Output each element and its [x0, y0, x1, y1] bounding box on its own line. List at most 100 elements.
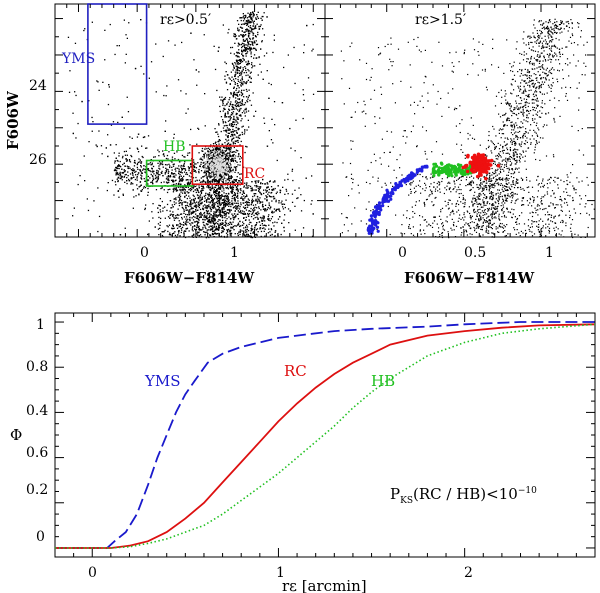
cmd-star-point [237, 185, 239, 187]
cmd-star-point [147, 183, 149, 185]
cmd-star-point [204, 163, 207, 165]
cmd-star-point [220, 213, 222, 216]
cmd-star-point [194, 228, 196, 230]
cmd-star-point [172, 206, 174, 208]
cmd-star-point [203, 231, 205, 233]
cmd-star-point [525, 106, 527, 109]
red-clump-core-point [210, 166, 213, 169]
cmd-star-point [159, 221, 161, 223]
cmd-star-point [219, 198, 221, 200]
cmd-star-point [229, 119, 231, 122]
cmd-star-point [252, 231, 255, 233]
cmd-star-point [211, 176, 213, 178]
cmd-star-point [257, 231, 259, 233]
cmd-star-point [265, 225, 267, 227]
cmd-star-point [269, 206, 272, 209]
cmd-star-point [116, 166, 118, 169]
cmd-star-point [255, 27, 257, 29]
cmd-star-point [384, 182, 386, 184]
cmd-star-point [511, 115, 513, 117]
cmd-star-point [239, 220, 241, 223]
cmd-star-point [219, 222, 221, 225]
cmd-star-point [150, 159, 152, 161]
cmd-star-point [208, 169, 210, 171]
cmd-star-point [538, 226, 540, 228]
cmd-star-point [206, 179, 209, 181]
cmd-star-point [241, 27, 244, 29]
cmd-star-point [177, 182, 180, 184]
cmd-star-point [513, 61, 515, 63]
cmd-star-point [525, 150, 527, 152]
cmd-star-point [177, 217, 179, 219]
cmd-star-point [584, 236, 586, 238]
cmd-star-point [119, 177, 121, 180]
cmd-star-point [231, 186, 233, 189]
cmd-star-point [207, 147, 210, 149]
cmd-star-point [230, 205, 232, 208]
cmd-star-point [186, 154, 189, 156]
cmd-star-point [244, 201, 247, 203]
cmd-star-point [551, 41, 553, 43]
cmd-star-point [230, 124, 233, 126]
cmd-star-point [208, 173, 210, 176]
cmd-star-point [128, 166, 130, 168]
cmd-star-point [124, 154, 127, 156]
cmd-star-point [205, 236, 208, 239]
cmd-star-point [508, 157, 510, 159]
cmd-star-point [537, 105, 539, 107]
cmd-star-point [236, 83, 239, 85]
cmd-star-point [244, 31, 246, 33]
cmd-star-point [214, 203, 216, 206]
cmd-star-point [502, 114, 504, 116]
cmd-star-point [203, 157, 205, 159]
red-clump-core-point [222, 172, 224, 175]
cmd-star-point [227, 116, 230, 118]
cmd-star-point [242, 34, 244, 36]
cmd-star-point [237, 62, 239, 64]
cmd-star-point [235, 63, 237, 65]
cmd-star-point [212, 216, 214, 219]
cmd-star-point [198, 170, 200, 173]
cmd-star-point [246, 90, 248, 92]
cmd-star-point [203, 216, 205, 218]
cmd-star-point [287, 193, 289, 195]
cmd-star-point [218, 139, 220, 141]
cmd-star-point [227, 120, 230, 122]
red-clump-core-point [216, 171, 219, 174]
cmd-star-point [157, 170, 160, 172]
cmd-star-point [190, 204, 192, 206]
cmd-star-point [254, 236, 256, 238]
cmd-star-point [256, 195, 259, 198]
cmd-star-point [568, 75, 570, 77]
cmd-star-point [186, 219, 188, 222]
cmd-star-point [225, 138, 227, 141]
cmd-star-point [224, 236, 226, 238]
cmd-star-point [164, 164, 167, 166]
cmd-star-point [252, 189, 254, 191]
cmd-star-point [237, 234, 239, 237]
cmd-star-point [273, 189, 275, 191]
cmd-star-point [255, 18, 258, 20]
cmd-star-point [264, 208, 266, 210]
cmd-star-point [213, 236, 215, 238]
cmd-star-point [216, 197, 218, 199]
cmd-star-point [121, 172, 123, 174]
cmd-star-point [230, 175, 232, 177]
cmd-star-point [190, 190, 192, 192]
red-clump-core-point [222, 174, 224, 176]
cmd-star-point [553, 28, 555, 30]
cmd-star-point [513, 132, 516, 134]
cmd-star-point [221, 151, 224, 153]
cmd-star-point [148, 163, 150, 165]
cmd-star-point [278, 208, 280, 210]
cmd-star-point [208, 221, 211, 223]
cmd-star-point [134, 162, 136, 164]
cmd-star-point [185, 112, 187, 114]
cmd-star-point [104, 59, 106, 61]
cmd-star-point [211, 179, 214, 181]
cmd-star-point [158, 165, 160, 167]
cmd-star-point [251, 202, 253, 204]
cmd-star-point [175, 202, 177, 204]
cmd-star-point [112, 121, 115, 123]
cmd-star-point [248, 33, 250, 35]
